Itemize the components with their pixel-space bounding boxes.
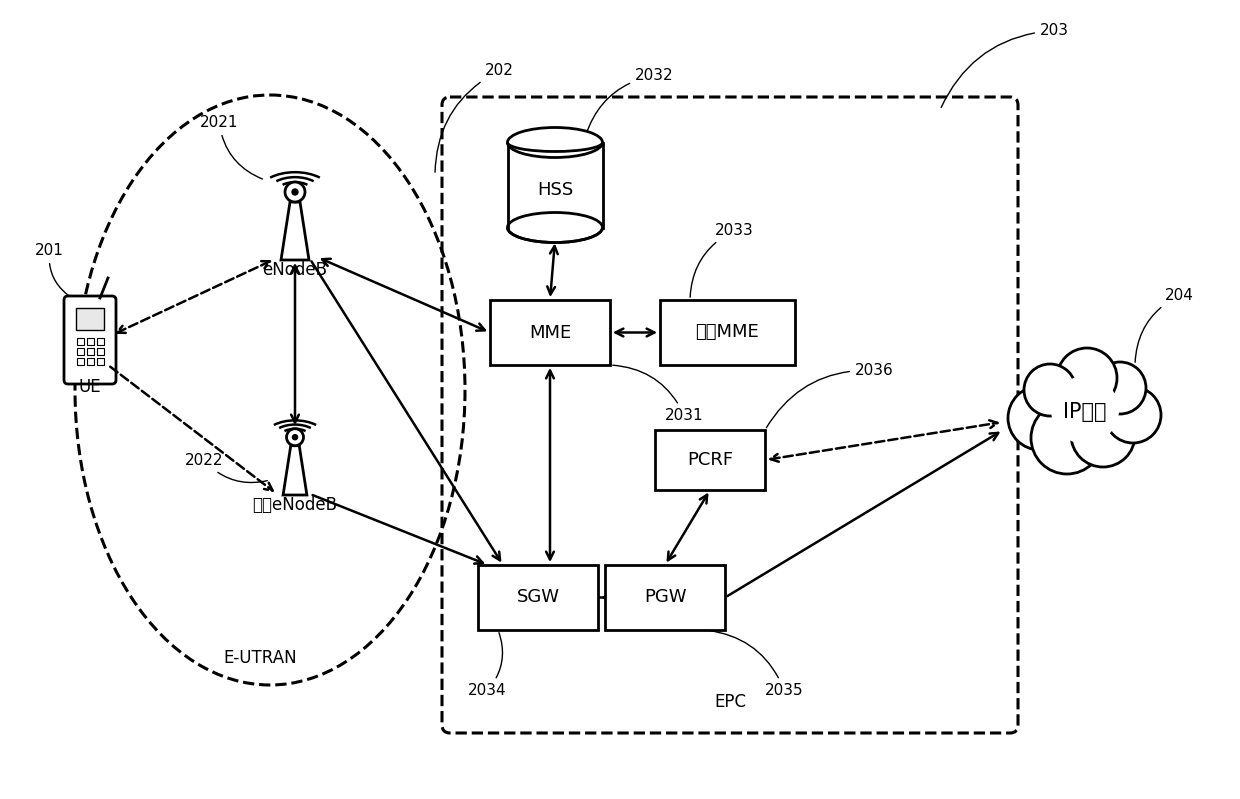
Text: 203: 203 [941, 23, 1069, 108]
Text: 2021: 2021 [200, 115, 263, 179]
Text: 2035: 2035 [708, 630, 804, 698]
Text: MME: MME [529, 324, 572, 341]
Text: E-UTRAN: E-UTRAN [223, 649, 296, 667]
Text: EPC: EPC [714, 693, 746, 711]
Text: 2033: 2033 [691, 223, 754, 297]
Circle shape [291, 189, 298, 195]
Bar [660, 300, 795, 365]
Bar [77, 338, 84, 345]
Text: 201: 201 [35, 243, 69, 296]
FancyBboxPatch shape [64, 296, 117, 384]
Circle shape [1105, 387, 1161, 443]
Text: eNodeB: eNodeB [263, 261, 327, 279]
Bar [76, 308, 104, 330]
Circle shape [1094, 362, 1146, 414]
Ellipse shape [507, 128, 603, 157]
Polygon shape [283, 446, 306, 495]
Circle shape [1071, 403, 1135, 467]
Bar [87, 348, 94, 355]
Circle shape [293, 435, 298, 439]
Text: UE: UE [78, 378, 102, 396]
Text: IP业务: IP业务 [1063, 402, 1107, 422]
Bar [490, 300, 610, 365]
Circle shape [1052, 376, 1118, 444]
Text: 2032: 2032 [585, 68, 673, 135]
Bar [507, 142, 603, 228]
Text: 2022: 2022 [185, 453, 268, 483]
Circle shape [1024, 364, 1076, 416]
Text: 202: 202 [435, 63, 513, 173]
Bar [87, 338, 94, 345]
Bar [77, 358, 84, 365]
Bar [477, 565, 598, 630]
Bar [97, 358, 104, 365]
Ellipse shape [507, 213, 603, 243]
Text: 204: 204 [1135, 288, 1194, 362]
Text: SGW: SGW [517, 589, 559, 606]
Bar [77, 348, 84, 355]
Circle shape [285, 182, 305, 202]
Circle shape [286, 429, 304, 446]
Text: 2034: 2034 [467, 633, 507, 698]
Text: HSS: HSS [537, 181, 573, 199]
Text: 2031: 2031 [613, 365, 703, 423]
Bar [97, 338, 104, 345]
Text: 2036: 2036 [766, 363, 894, 427]
Bar [605, 565, 725, 630]
Circle shape [1008, 386, 1073, 450]
Text: PCRF: PCRF [687, 451, 733, 469]
Bar [97, 348, 104, 355]
Circle shape [1056, 348, 1117, 408]
Text: 其它eNodeB: 其它eNodeB [253, 496, 337, 514]
Text: 其它MME: 其它MME [696, 324, 759, 341]
Bar [87, 358, 94, 365]
Polygon shape [281, 202, 309, 260]
Bar [655, 430, 765, 490]
Circle shape [1030, 402, 1104, 474]
Text: PGW: PGW [644, 589, 686, 606]
